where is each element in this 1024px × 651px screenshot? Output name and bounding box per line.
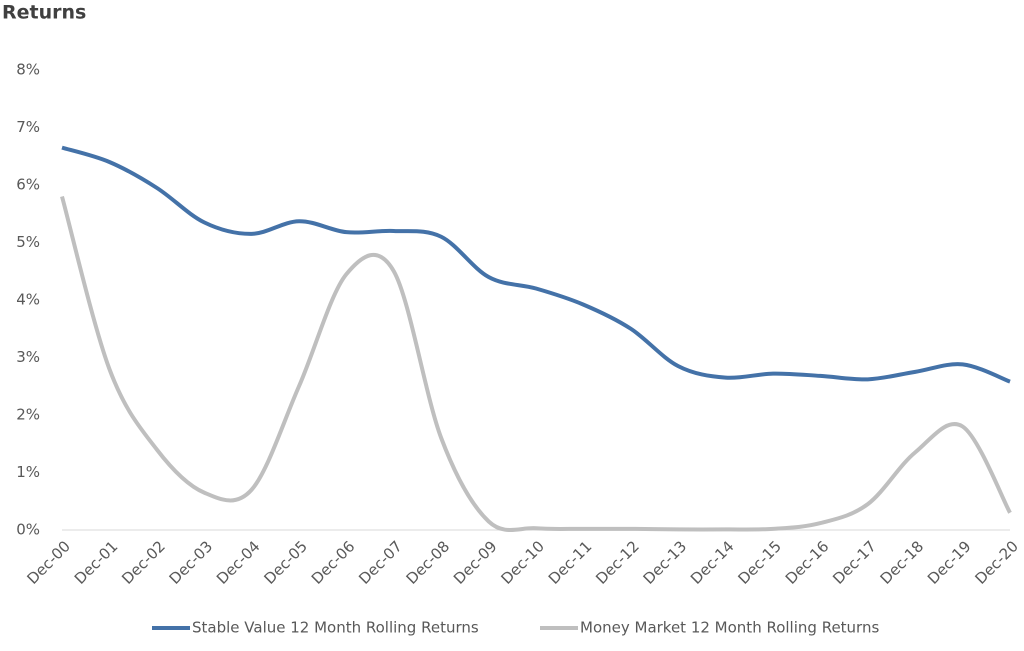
legend-label: Money Market 12 Month Rolling Returns	[580, 619, 879, 637]
legend-label: Stable Value 12 Month Rolling Returns	[192, 619, 479, 637]
y-tick-label: 0%	[16, 521, 40, 539]
x-tick-label: Dec-16	[782, 537, 833, 588]
x-tick-label: Dec-10	[497, 537, 548, 588]
y-tick-label: 1%	[16, 463, 40, 481]
chart-title: Returns	[2, 2, 86, 24]
x-tick-label: Dec-02	[118, 537, 169, 588]
y-tick-label: 8%	[16, 61, 40, 79]
x-tick-label: Dec-05	[260, 537, 311, 588]
x-tick-label: Dec-20	[971, 537, 1022, 588]
series-line	[61, 145, 1011, 384]
x-tick-label: Dec-06	[308, 537, 359, 588]
y-tick-label: 7%	[16, 118, 40, 136]
x-tick-label: Dec-00	[23, 537, 74, 588]
x-tick-label: Dec-11	[545, 537, 596, 588]
x-tick-label: Dec-15	[734, 537, 785, 588]
x-tick-label: Dec-07	[355, 537, 406, 588]
y-tick-label: 3%	[16, 348, 40, 366]
y-tick-label: 2%	[16, 406, 40, 424]
x-tick-label: Dec-08	[403, 537, 454, 588]
y-tick-label: 4%	[16, 291, 40, 309]
x-tick-label: Dec-01	[71, 537, 122, 588]
x-tick-label: Dec-17	[829, 537, 880, 588]
x-tick-label: Dec-09	[450, 537, 501, 588]
y-tick-label: 6%	[16, 176, 40, 194]
x-tick-label: Dec-04	[213, 537, 264, 588]
x-tick-label: Dec-14	[687, 537, 738, 588]
x-tick-label: Dec-19	[924, 537, 975, 588]
x-tick-label: Dec-13	[640, 537, 691, 588]
series-line	[60, 195, 1012, 532]
x-tick-label: Dec-12	[592, 537, 643, 588]
x-tick-label: Dec-03	[166, 537, 217, 588]
y-tick-label: 5%	[16, 233, 40, 251]
x-tick-label: Dec-18	[877, 537, 928, 588]
